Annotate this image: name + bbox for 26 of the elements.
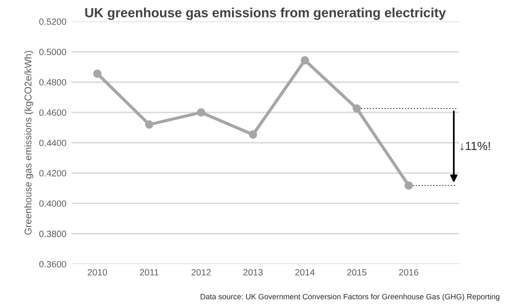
y-tick-label: 0.5000 bbox=[39, 48, 66, 56]
chart-title: UK greenhouse gas emissions from generating electricity bbox=[85, 8, 446, 20]
point bbox=[404, 181, 413, 190]
point bbox=[352, 104, 361, 113]
y-axis-title: Greenhouse gas emissions (kgCO2e/kWh) bbox=[24, 50, 34, 235]
y-tick-label: 0.5200 bbox=[39, 18, 66, 25]
text: ↓11%! bbox=[460, 142, 490, 150]
y-tick-label: 0.3600 bbox=[39, 260, 66, 268]
point bbox=[300, 56, 310, 64]
x-tick-label: 2016 bbox=[399, 269, 418, 276]
x-tick-label: 2011 bbox=[140, 269, 158, 276]
point bbox=[93, 69, 102, 78]
x-tick-label: 2013 bbox=[243, 269, 263, 276]
y-tick-label: 0.4200 bbox=[39, 170, 66, 176]
x-tick-label: 2015 bbox=[347, 269, 366, 276]
point bbox=[145, 120, 154, 129]
y-tick-label: 0.4800 bbox=[39, 79, 66, 86]
y-tick-label: 0.4000 bbox=[39, 200, 66, 207]
x-tick-label: 2010 bbox=[88, 269, 108, 276]
point bbox=[248, 130, 258, 139]
x-tick-label: 2014 bbox=[295, 269, 315, 276]
y-tick-label: 0.3800 bbox=[39, 230, 66, 238]
x-tick-label: 2012 bbox=[192, 269, 211, 276]
point bbox=[196, 108, 206, 117]
y-tick-label: 0.4600 bbox=[39, 109, 66, 116]
y-tick-label: 0.4400 bbox=[39, 140, 66, 146]
